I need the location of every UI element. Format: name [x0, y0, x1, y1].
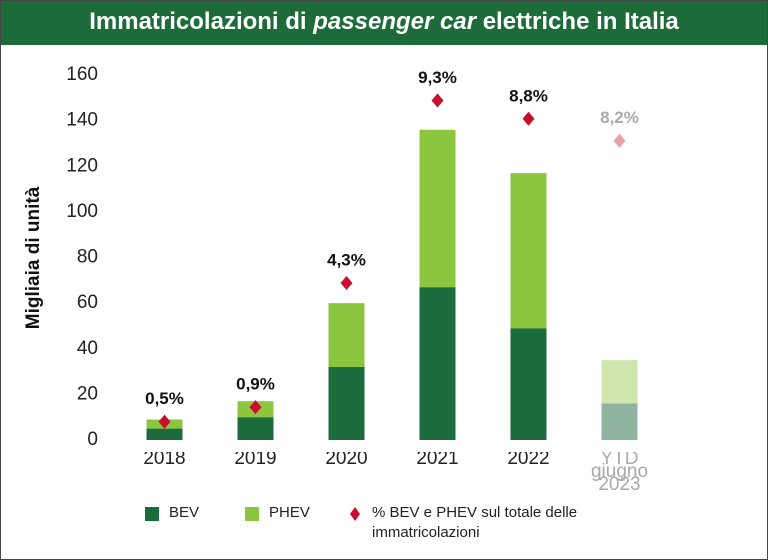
y-tick-label: 40 — [77, 338, 98, 359]
x-tick-label: 2018 — [143, 452, 186, 469]
x-tick-label: 2021 — [416, 452, 459, 469]
marker — [340, 276, 353, 291]
chart-title: Immatricolazioni di passenger car elettr… — [89, 8, 679, 35]
x-tick-label: YTD giugno 2023 — [590, 452, 649, 495]
legend-label: PHEV — [269, 504, 310, 521]
marker — [158, 414, 171, 429]
y-tick-label: 120 — [66, 155, 98, 176]
marker — [431, 93, 444, 108]
y-tick-label: 60 — [77, 292, 98, 313]
y-tick-label: 160 — [66, 64, 98, 85]
data-label: 8,8% — [509, 86, 548, 105]
bar-segment — [328, 367, 365, 440]
legend-label-box: PHEV — [269, 504, 310, 521]
data-label: 4,3% — [327, 251, 366, 270]
x-tick-label-box: 2022 — [507, 452, 550, 469]
x-tick-label-box: 2018 — [143, 452, 186, 469]
y-tick-label: 0 — [87, 429, 98, 450]
marker — [613, 133, 626, 148]
x-tick-label-box: 2021 — [416, 452, 459, 469]
x-tick-label: 2020 — [325, 452, 368, 469]
legend-swatch — [145, 507, 159, 521]
x-tick-label-box: 2019 — [234, 452, 277, 469]
x-tick-label-box: YTD giugno 2023 — [590, 452, 649, 495]
title-part: elettriche in Italia — [476, 8, 679, 35]
y-tick-label: 140 — [66, 110, 98, 131]
legend-label-box: BEV — [169, 504, 200, 521]
x-tick-label: 2022 — [507, 452, 550, 469]
title-part: Immatricolazioni di — [89, 8, 313, 35]
bar-segment — [510, 173, 547, 329]
y-tick-label: 80 — [77, 247, 98, 268]
legend-marker — [350, 507, 360, 521]
legend-label: % BEV e PHEV sul totale delle immatricol… — [372, 504, 578, 541]
legend-swatch — [245, 507, 259, 521]
legend-label-box: % BEV e PHEV sul totale delle immatricol… — [372, 504, 578, 541]
bar-segment — [601, 403, 638, 440]
x-tick-label-box: 2020 — [325, 452, 368, 469]
data-label: 0,5% — [145, 389, 184, 408]
bar-segment — [419, 129, 456, 288]
bar-segment — [510, 328, 547, 440]
x-tick-label: 2019 — [234, 452, 277, 469]
y-tick-label: 20 — [77, 383, 98, 404]
bar-segment — [328, 303, 365, 367]
bar-segment — [237, 417, 274, 440]
data-label: 0,9% — [236, 375, 275, 394]
data-label: 9,3% — [418, 68, 457, 87]
legend-label: BEV — [169, 504, 200, 521]
marker — [249, 400, 262, 415]
header — [1, 1, 767, 45]
y-tick-label: 100 — [66, 201, 98, 222]
y-axis-label: Migliaia di unità — [23, 186, 44, 329]
bar-segment — [601, 360, 638, 404]
marker — [522, 111, 535, 126]
data-label: 8,2% — [600, 108, 639, 127]
bar-segment — [419, 287, 456, 440]
title-part: passenger car — [312, 8, 477, 35]
bar-segment — [146, 428, 183, 440]
